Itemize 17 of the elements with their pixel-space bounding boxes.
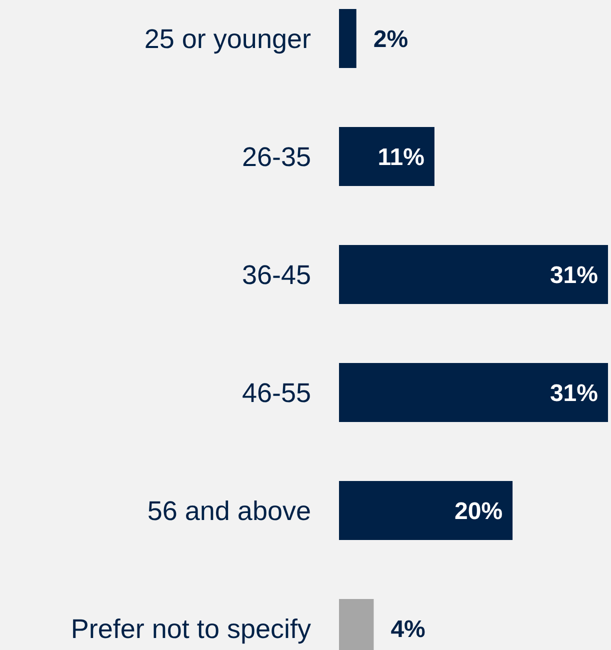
y-tick-label: 56 and above — [147, 496, 311, 526]
y-tick-label: Prefer not to specify — [70, 614, 312, 644]
bar — [339, 127, 434, 186]
y-tick-label: 46-55 — [242, 378, 311, 408]
data-label: 31% — [550, 380, 598, 407]
y-tick-label: 25 or younger — [144, 24, 311, 54]
bar — [339, 9, 356, 68]
data-label: 4% — [390, 616, 426, 643]
bar — [339, 245, 608, 304]
data-label: 31% — [550, 262, 598, 289]
data-label: 20% — [454, 498, 503, 525]
y-tick-label: 36-45 — [242, 260, 311, 290]
data-label: 11% — [378, 144, 424, 171]
bar — [339, 363, 608, 422]
y-tick-label: 26-35 — [242, 142, 311, 172]
bar — [339, 481, 513, 540]
data-label: 2% — [373, 26, 408, 53]
